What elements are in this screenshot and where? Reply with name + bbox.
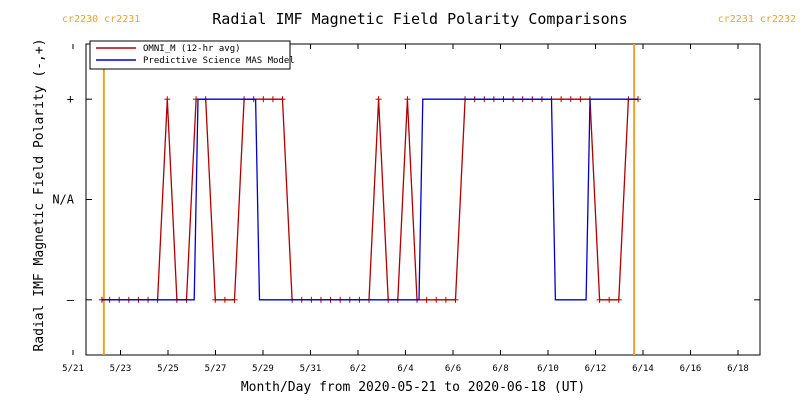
x-tick-label: 5/29 bbox=[252, 364, 274, 374]
series-omni-point bbox=[596, 296, 603, 303]
series-model-line bbox=[101, 98, 638, 301]
series-omni-point bbox=[433, 296, 440, 303]
series-omni-line bbox=[101, 98, 638, 301]
x-tick-label: 6/8 bbox=[492, 364, 508, 374]
series-omni-point bbox=[423, 296, 430, 303]
carrington-rotation-lines bbox=[102, 44, 636, 355]
y-tick-label: + bbox=[67, 92, 74, 106]
series-omni-point bbox=[615, 296, 622, 303]
x-tick-label: 5/31 bbox=[300, 364, 322, 374]
x-tick-label: 6/4 bbox=[397, 364, 413, 374]
series-omni-point bbox=[164, 96, 171, 103]
series-omni-point bbox=[221, 296, 228, 303]
x-axis-label: Month/Day from 2020-05-21 to 2020-06-18 … bbox=[241, 380, 585, 395]
x-tick-label: 6/6 bbox=[445, 364, 461, 374]
y-tick-label: – bbox=[67, 293, 75, 307]
series-omni-point bbox=[567, 96, 574, 103]
chart-title: Radial IMF Magnetic Field Polarity Compa… bbox=[212, 10, 627, 28]
y-tick-label: N/A bbox=[52, 193, 74, 207]
x-tick-label: 6/10 bbox=[537, 364, 559, 374]
plot-frame bbox=[85, 43, 761, 356]
series-omni-point bbox=[279, 96, 286, 103]
carrington-label: cr2231 cr2232 bbox=[718, 14, 796, 25]
series-omni-point bbox=[260, 96, 267, 103]
y-axis-label: Radial IMF Magnetic Field Polarity (-,+) bbox=[32, 38, 47, 351]
series-omni-point bbox=[269, 96, 276, 103]
x-axis-ticks: 5/21 5/23 5/25 5/27 5/29 5/31 6/2 6/4 6/6 6/8 6/10… bbox=[62, 44, 749, 374]
series-omni-point bbox=[231, 296, 238, 303]
x-tick-label: 6/14 bbox=[632, 364, 654, 374]
x-tick-label: 5/25 bbox=[157, 364, 179, 374]
legend-box bbox=[89, 40, 291, 70]
series-omni-point bbox=[375, 96, 382, 103]
carrington-label: cr2230 cr2231 bbox=[62, 14, 140, 25]
legend-label-model: Predictive Science MAS Model bbox=[143, 56, 295, 66]
y-axis-ticks: + N/A – bbox=[52, 92, 760, 307]
legend: OMNI_M (12-hr avg) Predictive Science MA… bbox=[89, 40, 295, 70]
x-tick-label: 5/27 bbox=[205, 364, 227, 374]
legend-label-omni: OMNI_M (12-hr avg) bbox=[143, 44, 241, 54]
x-tick-label: 5/23 bbox=[110, 364, 132, 374]
carrington-labels: cr2230 cr2231 cr2231 cr2232 bbox=[62, 14, 796, 25]
series-omni-point bbox=[442, 296, 449, 303]
x-tick-label: 6/16 bbox=[680, 364, 702, 374]
x-tick-label: 5/21 bbox=[62, 364, 84, 374]
series-lines bbox=[98, 96, 641, 303]
series-omni-point bbox=[577, 96, 584, 103]
series-omni-point bbox=[558, 96, 565, 103]
series-omni-point bbox=[212, 296, 219, 303]
x-tick-label: 6/12 bbox=[585, 364, 607, 374]
series-omni-point bbox=[404, 96, 411, 103]
series-omni-point bbox=[452, 296, 459, 303]
x-tick-label: 6/18 bbox=[727, 364, 749, 374]
series-omni-point bbox=[606, 296, 613, 303]
x-tick-label: 6/2 bbox=[350, 364, 366, 374]
